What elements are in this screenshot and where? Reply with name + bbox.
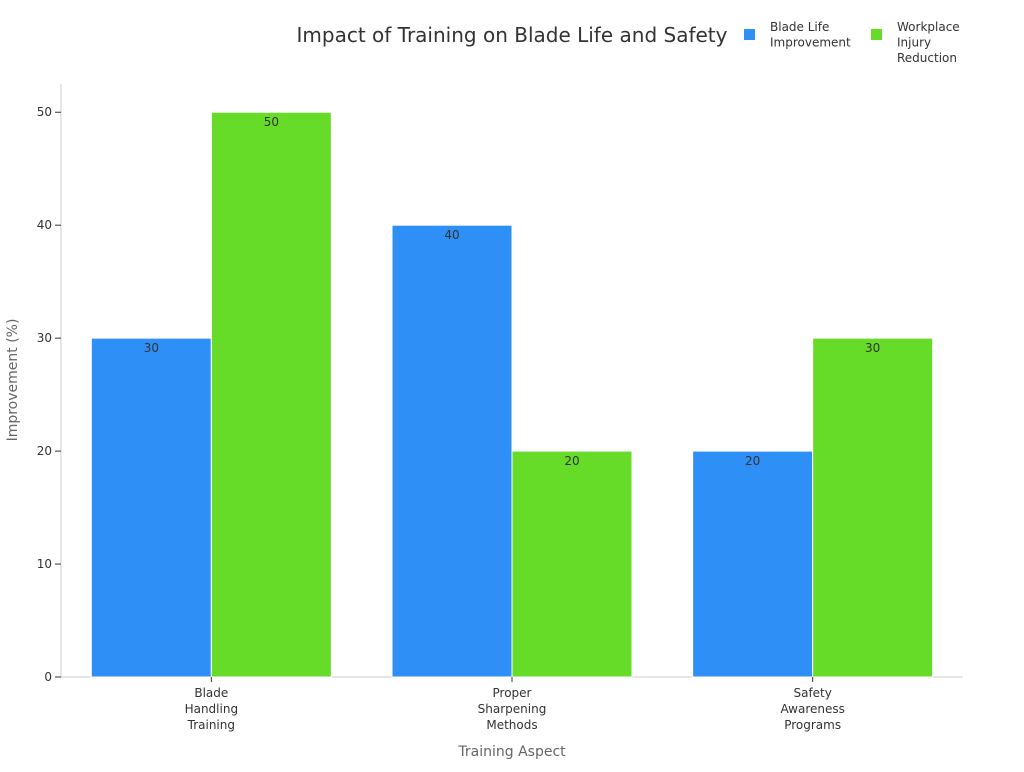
- y-tick-label: 30: [37, 331, 52, 345]
- plot-area: 0 10 20 30 40 50 30 50 Blade Handling Training 40 20…: [37, 84, 963, 732]
- label-line: Training: [187, 718, 235, 732]
- legend-swatch: [744, 29, 755, 40]
- legend-label: Workplace Injury Reduction: [897, 20, 960, 65]
- bar-value-label: 20: [564, 454, 579, 468]
- label-line: Improvement: [770, 36, 851, 50]
- label-line: Methods: [486, 718, 537, 732]
- y-tick-label: 40: [37, 218, 52, 232]
- chart-title: Impact of Training on Blade Life and Saf…: [297, 23, 728, 47]
- x-tick-label: Proper Sharpening Methods: [478, 686, 547, 732]
- legend-item: Workplace Injury Reduction: [871, 20, 960, 65]
- bar: [210, 111, 332, 678]
- bar: [511, 450, 633, 678]
- y-axis-label: Improvement (%): [5, 319, 21, 442]
- label-line: Proper: [493, 686, 532, 700]
- y-tick-label: 0: [44, 670, 52, 684]
- x-tick-label: Blade Handling Training: [185, 686, 239, 732]
- label-line: Reduction: [897, 51, 957, 65]
- bar-value-label: 30: [865, 341, 880, 355]
- bar: [391, 224, 513, 678]
- y-tick-label: 10: [37, 557, 52, 571]
- label-line: Safety: [793, 686, 831, 700]
- bar-value-label: 20: [745, 454, 760, 468]
- label-line: Programs: [784, 718, 841, 732]
- bar-value-label: 30: [144, 341, 159, 355]
- label-line: Blade: [194, 686, 228, 700]
- label-line: Awareness: [780, 702, 844, 716]
- label-line: Workplace: [897, 20, 960, 34]
- legend-label: Blade Life Improvement: [770, 20, 851, 50]
- legend-item: Blade Life Improvement: [744, 20, 851, 50]
- label-line: Injury: [897, 36, 931, 50]
- legend-swatch: [871, 29, 882, 40]
- bar-value-label: 50: [264, 115, 279, 129]
- bar-value-label: 40: [444, 228, 459, 242]
- bar: [90, 337, 212, 678]
- legend: Blade Life Improvement Workplace Injury Redu…: [744, 20, 960, 65]
- label-line: Sharpening: [478, 702, 547, 716]
- label-line: Blade Life: [770, 20, 829, 34]
- label-line: Handling: [185, 702, 239, 716]
- y-tick-label: 50: [37, 105, 52, 119]
- bar: [692, 450, 814, 678]
- bar: [812, 337, 934, 678]
- x-axis-label: Training Aspect: [457, 744, 566, 760]
- y-tick-label: 20: [37, 444, 52, 458]
- x-tick-label: Safety Awareness Programs: [780, 686, 844, 732]
